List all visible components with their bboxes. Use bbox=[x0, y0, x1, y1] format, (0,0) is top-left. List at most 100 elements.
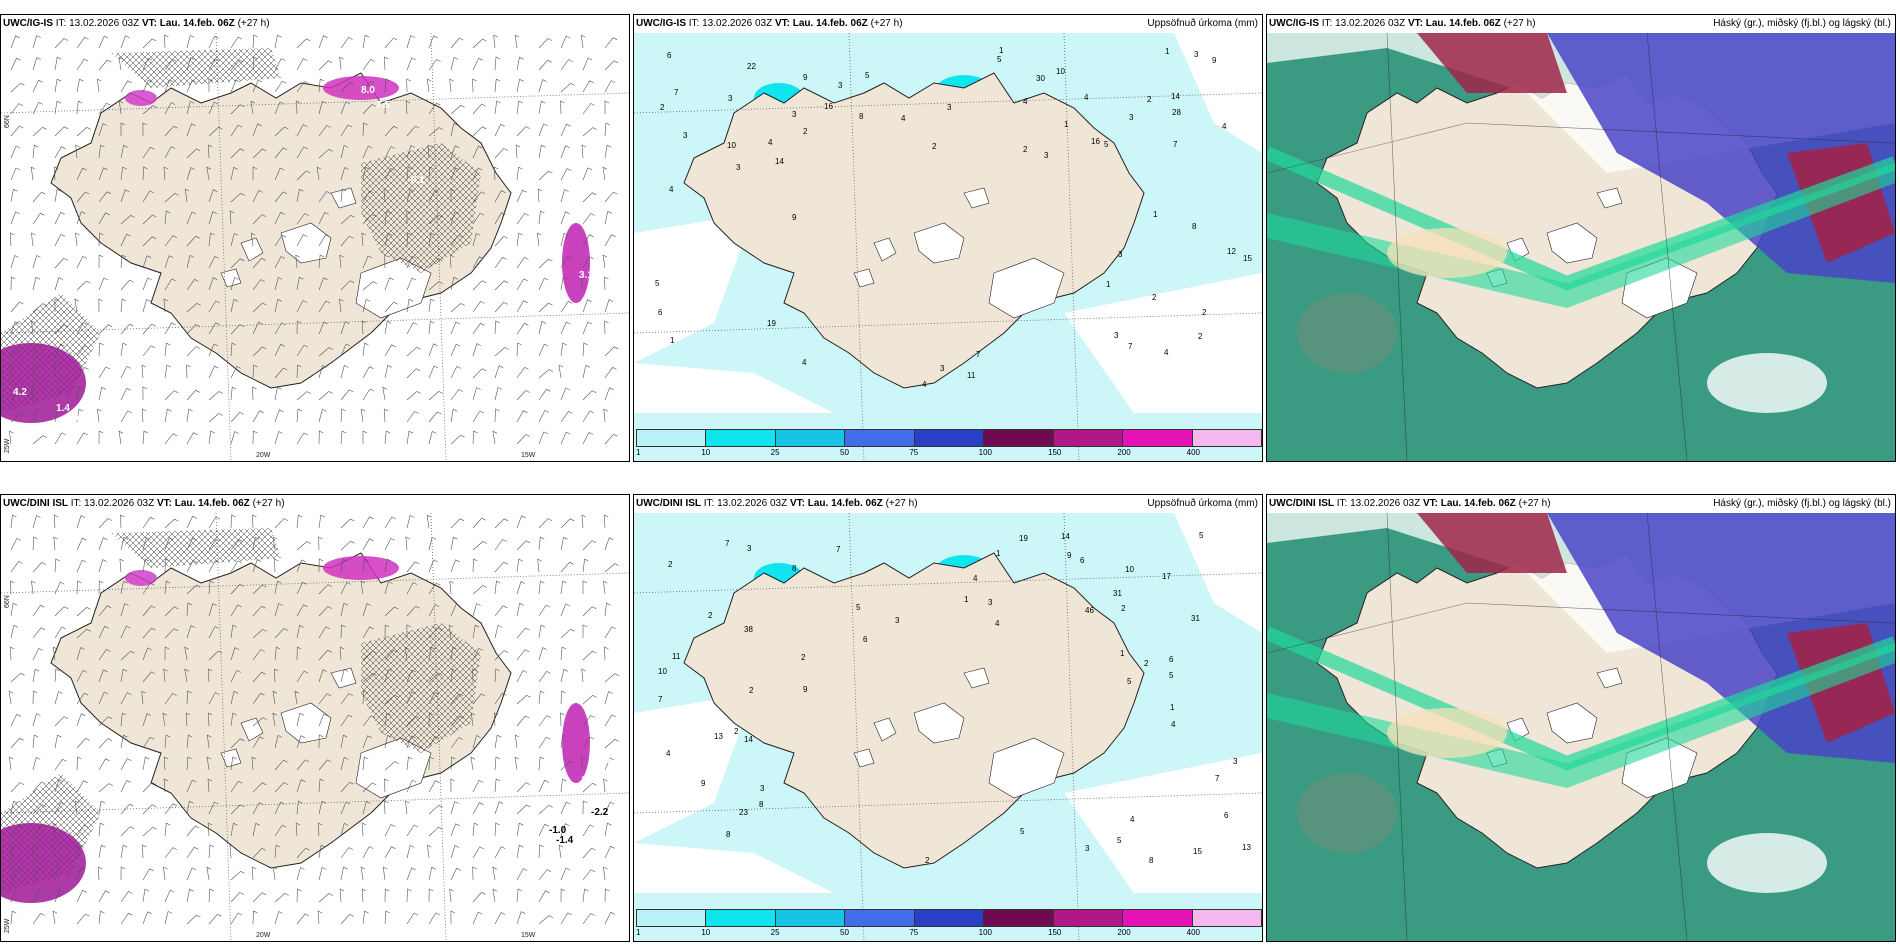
precip-value: 14 bbox=[1061, 532, 1070, 541]
wind-barb bbox=[384, 78, 391, 93]
wind-barb bbox=[604, 234, 616, 247]
wind-barb bbox=[272, 866, 278, 881]
wind-barb bbox=[581, 144, 587, 159]
wind-barb bbox=[428, 646, 436, 661]
wind-barb bbox=[54, 188, 62, 203]
wind-barb bbox=[603, 778, 608, 793]
wind-barb bbox=[340, 389, 354, 401]
wind-barb bbox=[405, 800, 410, 815]
wind-barb bbox=[186, 408, 193, 423]
wind-barb bbox=[32, 144, 39, 159]
axis-label-25w: 25W bbox=[4, 918, 11, 933]
wind-barb bbox=[230, 36, 243, 49]
wind-barb bbox=[98, 324, 113, 335]
wind-barb bbox=[142, 868, 154, 881]
wind-barb bbox=[252, 605, 266, 617]
wind-barb bbox=[384, 232, 393, 247]
wind-barb bbox=[604, 691, 613, 705]
wind-barb bbox=[10, 57, 21, 71]
wind-barb bbox=[604, 626, 616, 639]
wind-barb bbox=[384, 800, 389, 815]
wind-barb bbox=[142, 277, 152, 291]
wind-barb bbox=[450, 188, 456, 202]
wind-barb bbox=[164, 255, 174, 269]
wind-barb bbox=[472, 624, 480, 639]
wind-barbs bbox=[8, 514, 620, 925]
wind-barb bbox=[296, 847, 310, 859]
wind-barb bbox=[186, 602, 193, 617]
wind-barb bbox=[230, 431, 239, 445]
wind-barb bbox=[206, 756, 212, 771]
wind-barb bbox=[230, 539, 244, 551]
precip-value: 15 bbox=[1193, 847, 1202, 856]
wind-barb bbox=[581, 668, 586, 683]
wind-barb bbox=[32, 889, 43, 903]
no-precip-area bbox=[1174, 513, 1262, 633]
wind-barbs bbox=[8, 34, 619, 445]
wind-barb bbox=[560, 168, 572, 181]
precip-value: 5 bbox=[856, 603, 861, 612]
precip-value: 2 bbox=[1144, 659, 1149, 668]
precip-value: 9 bbox=[792, 213, 797, 222]
precip-value: 3 bbox=[1044, 151, 1049, 160]
wind-barb bbox=[604, 80, 616, 93]
wind-barb bbox=[604, 387, 614, 401]
wind-barb bbox=[296, 670, 309, 683]
precip-value: 3 bbox=[988, 598, 993, 607]
legend-swatch bbox=[914, 910, 985, 926]
wind-barb bbox=[185, 712, 191, 727]
axis-label-66n: 66N bbox=[4, 115, 11, 128]
legend-label: 25 bbox=[770, 928, 780, 937]
precip-legend-labels: 1 10 25 50 75 100 150 200 400 bbox=[636, 448, 1260, 460]
wind-barb bbox=[141, 690, 146, 705]
wind-barb bbox=[230, 647, 240, 661]
wind-barb bbox=[516, 78, 524, 93]
wind-barb bbox=[362, 650, 377, 661]
wind-barb bbox=[252, 910, 258, 925]
wind-barb bbox=[538, 736, 551, 749]
precip-value: 4 bbox=[802, 358, 807, 367]
wind-barb bbox=[450, 234, 463, 247]
wind-barb bbox=[450, 737, 463, 749]
wind-barb bbox=[76, 167, 87, 181]
wind-barb bbox=[494, 78, 501, 93]
wind-barb bbox=[538, 320, 547, 335]
axis-label-15w: 15W bbox=[521, 452, 536, 459]
wind-barb bbox=[186, 888, 194, 903]
wind-barb bbox=[516, 257, 529, 269]
wind-barb bbox=[472, 541, 488, 551]
wind-barb bbox=[208, 343, 219, 357]
wind-barb bbox=[318, 713, 329, 727]
wind-barb bbox=[296, 581, 307, 595]
wind-barb bbox=[76, 78, 84, 93]
wind-barb bbox=[76, 692, 89, 705]
wind-barb bbox=[230, 738, 245, 749]
wind-barb bbox=[340, 408, 346, 423]
glacier-area bbox=[913, 702, 965, 744]
precip-value: 6 bbox=[667, 51, 672, 60]
wind-barb bbox=[252, 629, 267, 639]
wind-barb bbox=[318, 408, 327, 423]
wind-barb bbox=[450, 37, 464, 49]
wind-barb bbox=[164, 822, 171, 837]
wind-barb bbox=[53, 364, 58, 379]
wind-barb bbox=[164, 278, 176, 291]
wind-barb bbox=[54, 126, 69, 137]
wind-barb bbox=[208, 35, 219, 49]
wind-barb bbox=[141, 364, 147, 379]
precip-value: 13 bbox=[1242, 843, 1251, 852]
wind-barb bbox=[406, 430, 414, 445]
wind-barb bbox=[405, 100, 411, 115]
wind-barb bbox=[296, 344, 309, 357]
wind-barb bbox=[362, 558, 369, 573]
wind-barb bbox=[494, 190, 506, 203]
legend-label: 10 bbox=[701, 448, 711, 457]
wind-barb bbox=[538, 823, 549, 837]
glacier-area bbox=[988, 737, 1065, 799]
wind-barb bbox=[560, 778, 567, 793]
wind-barb bbox=[406, 867, 416, 881]
wind-barb bbox=[538, 144, 546, 159]
precip-value: 10 bbox=[727, 141, 736, 150]
wind-barb bbox=[450, 518, 465, 529]
wind-barb bbox=[318, 734, 324, 749]
